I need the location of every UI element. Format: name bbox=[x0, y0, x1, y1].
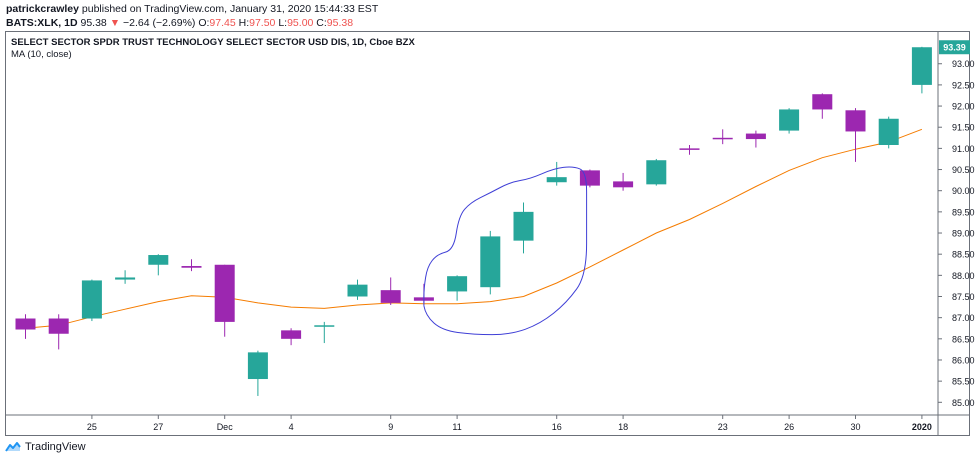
chart-title: SELECT SECTOR SPDR TRUST TECHNOLOGY SELE… bbox=[11, 37, 415, 48]
candle-up bbox=[911, 47, 932, 85]
publisher-name[interactable]: patrickcrawley bbox=[6, 3, 79, 15]
candle-up bbox=[148, 255, 169, 265]
candle-up bbox=[646, 160, 667, 185]
published-text: published on TradingView.com, January 31… bbox=[81, 3, 379, 15]
candle-up bbox=[115, 277, 136, 280]
y-tick-label: 88.00 bbox=[952, 271, 975, 281]
high-label: H: bbox=[238, 17, 250, 29]
x-tick-label: 11 bbox=[452, 422, 461, 432]
candle-up bbox=[81, 280, 102, 319]
y-tick-label: 92.00 bbox=[952, 102, 975, 112]
change-arrow-icon: ▼ bbox=[109, 17, 121, 29]
close-label: C: bbox=[316, 17, 327, 29]
y-tick-label: 91.50 bbox=[952, 123, 975, 133]
y-tick-label: 91.00 bbox=[952, 144, 975, 154]
y-tick-label: 90.50 bbox=[952, 165, 975, 175]
ma-line bbox=[25, 128, 923, 329]
last-price-label: 93.39 bbox=[943, 43, 966, 53]
low-label: L: bbox=[278, 17, 288, 29]
candle-down bbox=[745, 133, 766, 140]
candle-up bbox=[513, 211, 534, 241]
candle-down bbox=[48, 318, 69, 334]
candle-up bbox=[878, 118, 899, 145]
high-value: 97.50 bbox=[249, 17, 276, 29]
low-value: 95.00 bbox=[287, 17, 314, 29]
ma-indicator-label[interactable]: MA (10, close) bbox=[11, 49, 72, 60]
symbol-label: BATS:XLK, 1D bbox=[6, 17, 78, 29]
x-tick-label: 16 bbox=[552, 422, 562, 432]
y-tick-label: 92.50 bbox=[952, 80, 975, 90]
tradingview-logo-icon bbox=[5, 442, 21, 452]
y-tick-label: 89.00 bbox=[952, 229, 975, 239]
candle-up bbox=[347, 284, 368, 297]
y-tick-label: 87.50 bbox=[952, 292, 975, 302]
x-tick-label: 4 bbox=[289, 422, 294, 432]
y-tick-label: 85.00 bbox=[952, 398, 975, 408]
publication-line: patrickcrawley published on TradingView.… bbox=[6, 3, 378, 15]
annotation-outline bbox=[423, 166, 588, 336]
x-tick-label: Dec bbox=[217, 422, 234, 432]
ohlc-header: BATS:XLK, 1D 95.38 ▼ −2.64 (−2.69%) O:97… bbox=[6, 17, 353, 29]
x-tick-label: 26 bbox=[784, 422, 794, 432]
x-tick-label: 18 bbox=[618, 422, 628, 432]
last-price: 95.38 bbox=[80, 17, 107, 29]
x-tick-label: 23 bbox=[718, 422, 728, 432]
candle-down bbox=[214, 264, 235, 322]
candle-down bbox=[380, 290, 401, 303]
candle-down bbox=[281, 330, 302, 339]
candle-down bbox=[15, 318, 36, 330]
y-tick-label: 86.00 bbox=[952, 355, 975, 365]
open-label: O: bbox=[198, 17, 210, 29]
close-value: 95.38 bbox=[326, 17, 354, 29]
candle-down bbox=[812, 94, 833, 110]
open-value: 97.45 bbox=[209, 17, 236, 29]
chart-frame[interactable] bbox=[5, 31, 970, 436]
candle-down bbox=[679, 148, 700, 150]
y-tick-label: 88.50 bbox=[952, 250, 975, 260]
tradingview-brand: TradingView bbox=[25, 441, 86, 453]
price-change: −2.64 (−2.69%) bbox=[123, 17, 196, 29]
y-tick-label: 87.00 bbox=[952, 313, 975, 323]
x-tick-label: 9 bbox=[388, 422, 393, 432]
y-tick-label: 89.50 bbox=[952, 207, 975, 217]
candle-up bbox=[314, 325, 335, 327]
candle-down bbox=[579, 170, 600, 186]
x-tick-label: 30 bbox=[850, 422, 860, 432]
candle-up bbox=[447, 276, 468, 292]
candle-down bbox=[712, 137, 733, 140]
tradingview-footer[interactable]: TradingView bbox=[5, 441, 86, 453]
candle-up bbox=[247, 352, 268, 380]
x-tick-label: 2020 bbox=[912, 422, 932, 432]
candle-up bbox=[779, 109, 800, 131]
candle-down bbox=[613, 181, 634, 188]
x-tick-label: 25 bbox=[87, 422, 97, 432]
y-tick-label: 93.00 bbox=[952, 59, 975, 69]
candle-down bbox=[181, 266, 202, 268]
y-tick-label: 85.50 bbox=[952, 377, 975, 387]
x-tick-label: 27 bbox=[153, 422, 163, 432]
y-tick-label: 90.00 bbox=[952, 186, 975, 196]
last-price-tag bbox=[939, 40, 970, 55]
candle-up bbox=[480, 236, 501, 288]
candle-down bbox=[845, 110, 866, 132]
candle-up bbox=[546, 177, 567, 183]
y-tick-label: 86.50 bbox=[952, 334, 975, 344]
chart-legend: SELECT SECTOR SPDR TRUST TECHNOLOGY SELE… bbox=[11, 37, 415, 61]
